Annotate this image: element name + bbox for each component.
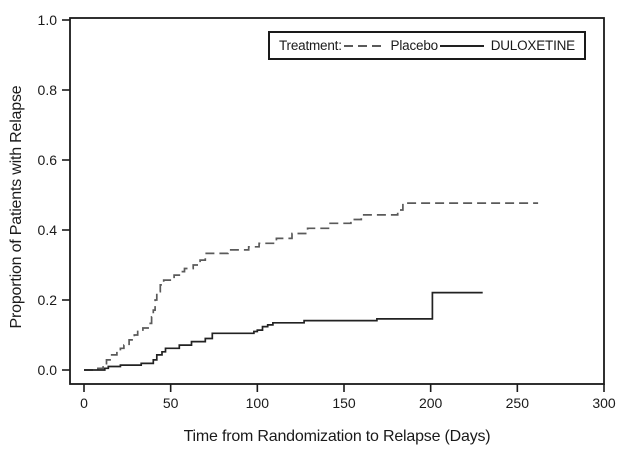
plot-frame	[69, 17, 605, 385]
x-tick-label: 200	[419, 395, 443, 411]
x-tick-label: 300	[592, 395, 616, 411]
x-tick-label: 0	[80, 395, 88, 411]
legend-item-placebo: Placebo	[343, 38, 439, 53]
y-axis-label: Proportion of Patients with Relapse	[8, 85, 25, 329]
x-tick-label: 150	[332, 395, 356, 411]
legend-label-placebo: Placebo	[390, 38, 439, 53]
legend-label-duloxetine: DULOXETINE	[490, 38, 575, 53]
x-axis-ticks: 0 50 100 150 200 250 300	[80, 384, 616, 411]
series-line-placebo	[84, 202, 539, 371]
y-tick-label: 0.6	[38, 152, 58, 168]
y-tick-label: 0.4	[38, 222, 58, 238]
x-tick-label: 100	[246, 395, 270, 411]
y-tick-label: 0.0	[38, 362, 58, 378]
y-tick-label: 0.8	[38, 82, 58, 98]
y-tick-label: 1.0	[38, 12, 58, 28]
x-axis-label: Time from Randomization to Relapse (Days…	[183, 428, 491, 445]
x-tick-label: 50	[163, 395, 179, 411]
x-tick-label: 250	[506, 395, 530, 411]
legend-box: Treatment: Placebo DULOXETINE	[268, 31, 586, 60]
legend-item-duloxetine: DULOXETINE	[439, 38, 575, 53]
plot-frame-rect	[69, 17, 605, 385]
y-axis-ticks: 0.0 0.2 0.4 0.6 0.8 1.0	[38, 12, 70, 378]
solid-line-sample-icon	[439, 44, 484, 47]
y-tick-label: 0.2	[38, 292, 58, 308]
series-line-duloxetine	[84, 291, 483, 371]
legend-title: Treatment:	[279, 38, 342, 53]
dashed-line-sample-icon	[343, 44, 384, 47]
series-lines	[84, 202, 539, 371]
